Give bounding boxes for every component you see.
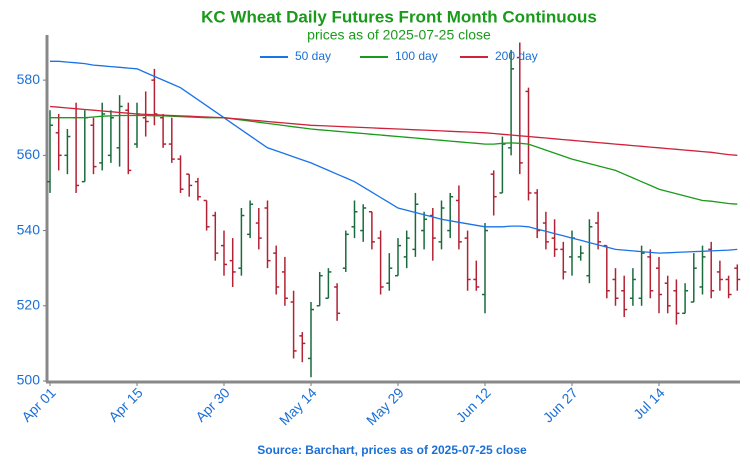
legend-label: 100 day xyxy=(395,49,438,63)
y-tick-label: 540 xyxy=(17,221,41,237)
legend-label: 50 day xyxy=(295,49,331,63)
x-tick-label: Jul 14 xyxy=(630,384,668,422)
ma-line xyxy=(49,105,738,156)
chart-title: KC Wheat Daily Futures Front Month Conti… xyxy=(201,7,597,26)
x-tick-label: Jun 12 xyxy=(453,384,494,425)
y-tick-label: 520 xyxy=(17,296,41,312)
x-tick-label: Jun 27 xyxy=(540,384,581,425)
x-tick-label: May 14 xyxy=(276,384,320,428)
x-tick-label: Apr 15 xyxy=(105,384,146,425)
ma-line xyxy=(50,114,738,205)
y-tick-label: 560 xyxy=(17,146,41,162)
y-tick-label: 580 xyxy=(17,71,41,87)
chart-subtitle: prices as of 2025-07-25 close xyxy=(307,27,491,43)
source-note: Source: Barchart, prices as of 2025-07-2… xyxy=(257,443,527,457)
ma-line xyxy=(50,60,738,254)
x-tick-label: May 29 xyxy=(363,384,407,428)
legend-label: 200 day xyxy=(495,49,538,63)
x-tick-label: Apr 01 xyxy=(18,384,59,425)
y-tick-label: 500 xyxy=(17,372,41,388)
x-tick-label: Apr 30 xyxy=(192,384,233,425)
